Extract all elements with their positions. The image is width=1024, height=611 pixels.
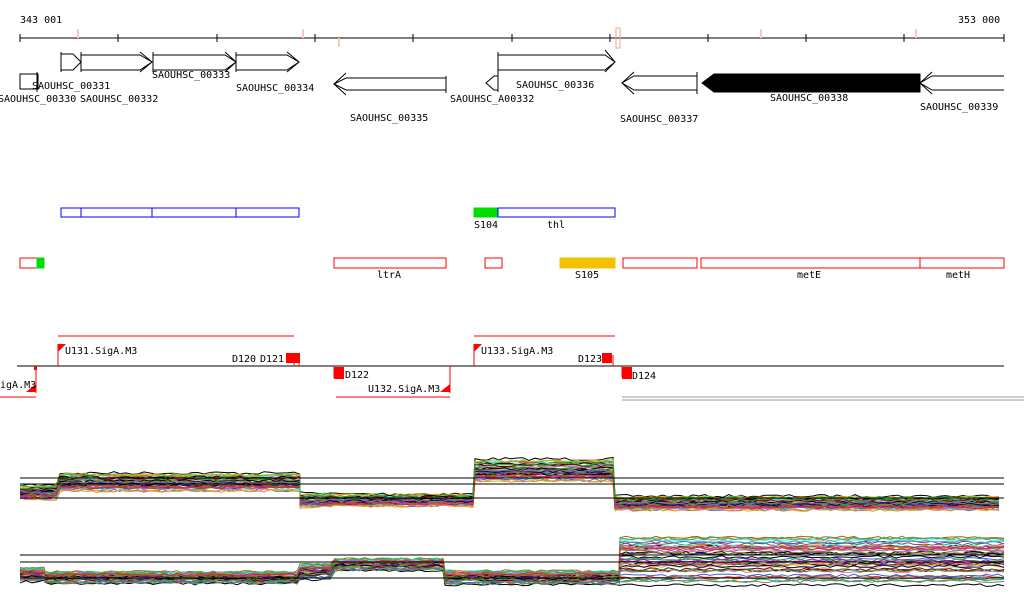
gene-00331[interactable] xyxy=(60,52,82,72)
gene-00332[interactable] xyxy=(80,51,153,73)
gene-labels: SAOUHSC_00330 SAOUHSC_00331 SAOUHSC_0033… xyxy=(0,70,998,125)
terminator-icon[interactable] xyxy=(622,367,632,379)
terminator-label: D123 xyxy=(578,354,602,365)
gene-00339[interactable] xyxy=(919,71,1004,95)
expression-line xyxy=(19,470,1000,507)
expression-line xyxy=(19,474,1000,510)
gene-label: SAOUHSC_00336 xyxy=(516,80,594,91)
operon-segment[interactable] xyxy=(235,207,300,218)
gene-00335[interactable] xyxy=(332,72,447,96)
expression-plot-forward xyxy=(19,456,1004,512)
expression-line xyxy=(19,567,1005,586)
transcript-label: metE xyxy=(797,270,821,281)
transcript-segment[interactable] xyxy=(622,257,698,269)
terminator-label: D120 xyxy=(232,354,256,365)
gene-label: SAOUHSC_00334 xyxy=(236,83,314,94)
transcript-label: ltrA xyxy=(377,270,401,281)
expression-line xyxy=(19,478,1000,512)
gene-00333[interactable] xyxy=(152,51,237,73)
gene-00337[interactable] xyxy=(621,71,698,95)
terminator-icon[interactable] xyxy=(602,353,612,363)
terminator-icon[interactable] xyxy=(286,353,300,363)
operon-segment[interactable] xyxy=(80,207,153,218)
promoter-flag-icon[interactable] xyxy=(474,344,482,352)
promoter-track: SigA.M3 U131.SigA.M3 D120 D121 D122 U132… xyxy=(0,335,1024,401)
expression-plot-reverse xyxy=(19,535,1005,588)
operon-track xyxy=(60,207,616,218)
gene-label: SAOUHSC_00332 xyxy=(80,94,158,105)
gene-label: SAOUHSC_00335 xyxy=(350,113,428,124)
operon-segment[interactable] xyxy=(60,207,82,218)
terminator-label: D121 xyxy=(260,354,284,365)
transcript-segment[interactable] xyxy=(484,257,503,269)
transcript-metE[interactable] xyxy=(700,257,921,269)
gene-00336[interactable] xyxy=(497,49,616,73)
expression-line xyxy=(19,565,1005,583)
gene-track xyxy=(19,49,1004,96)
transcript-segment[interactable] xyxy=(36,257,45,269)
gene-label: SAOUHSC_00330 xyxy=(0,94,76,105)
expression-line xyxy=(19,474,1000,510)
operon-label-s104: S104 xyxy=(474,220,498,231)
transcript-label: metH xyxy=(946,270,970,281)
expression-line xyxy=(19,568,1005,588)
expression-line xyxy=(19,554,1005,579)
gene-label: SAOUHSC_00333 xyxy=(152,70,230,81)
expression-line xyxy=(19,537,1005,575)
gene-label: SAOUHSC_00331 xyxy=(32,81,110,92)
operon-label-thl: thl xyxy=(547,220,565,231)
gene-label: SAOUHSC_00339 xyxy=(920,102,998,113)
expression-line xyxy=(19,478,1000,512)
transcript-segment[interactable] xyxy=(19,257,38,269)
gene-A00332[interactable] xyxy=(485,72,499,92)
promoter-label: U131.SigA.M3 xyxy=(65,346,137,357)
gene-label: SAOUHSC_A00332 xyxy=(450,94,534,105)
transcript-metH[interactable] xyxy=(919,257,1005,269)
promoter-label: U132.SigA.M3 xyxy=(368,384,440,395)
transcript-track xyxy=(19,257,1005,269)
gene-00338[interactable] xyxy=(701,73,921,93)
current-position-marker[interactable] xyxy=(615,27,621,49)
gene-00334[interactable] xyxy=(235,51,300,73)
gene-00330[interactable] xyxy=(19,73,39,90)
gene-label: SAOUHSC_00337 xyxy=(620,114,698,125)
transcript-s105[interactable] xyxy=(559,257,616,269)
operon-segment[interactable] xyxy=(151,207,237,218)
promoter-label: U133.SigA.M3 xyxy=(481,346,553,357)
terminator-icon[interactable] xyxy=(334,367,344,379)
operon-thl[interactable] xyxy=(497,207,616,218)
coordinate-axis: 343 001 353 000 xyxy=(19,15,1005,49)
promoter-flag-icon[interactable] xyxy=(26,384,36,392)
operon-s104[interactable] xyxy=(473,207,499,218)
promoter-flag-icon[interactable] xyxy=(58,344,66,352)
expression-line xyxy=(19,462,1000,502)
expression-line xyxy=(19,468,1000,506)
expression-line xyxy=(19,546,1005,577)
terminator-label: D124 xyxy=(632,371,656,382)
gene-label: SAOUHSC_00338 xyxy=(770,93,848,104)
promoter-label: SigA.M3 xyxy=(0,380,36,391)
terminator-label: D122 xyxy=(345,370,369,381)
promoter-flag-icon[interactable] xyxy=(440,384,450,392)
axis-start-label: 343 001 xyxy=(20,15,62,26)
axis-end-label: 353 000 xyxy=(958,15,1000,26)
transcript-ltrA[interactable] xyxy=(333,257,447,269)
expression-line xyxy=(19,536,1005,575)
expression-line xyxy=(19,539,1005,576)
transcript-label: S105 xyxy=(575,270,599,281)
